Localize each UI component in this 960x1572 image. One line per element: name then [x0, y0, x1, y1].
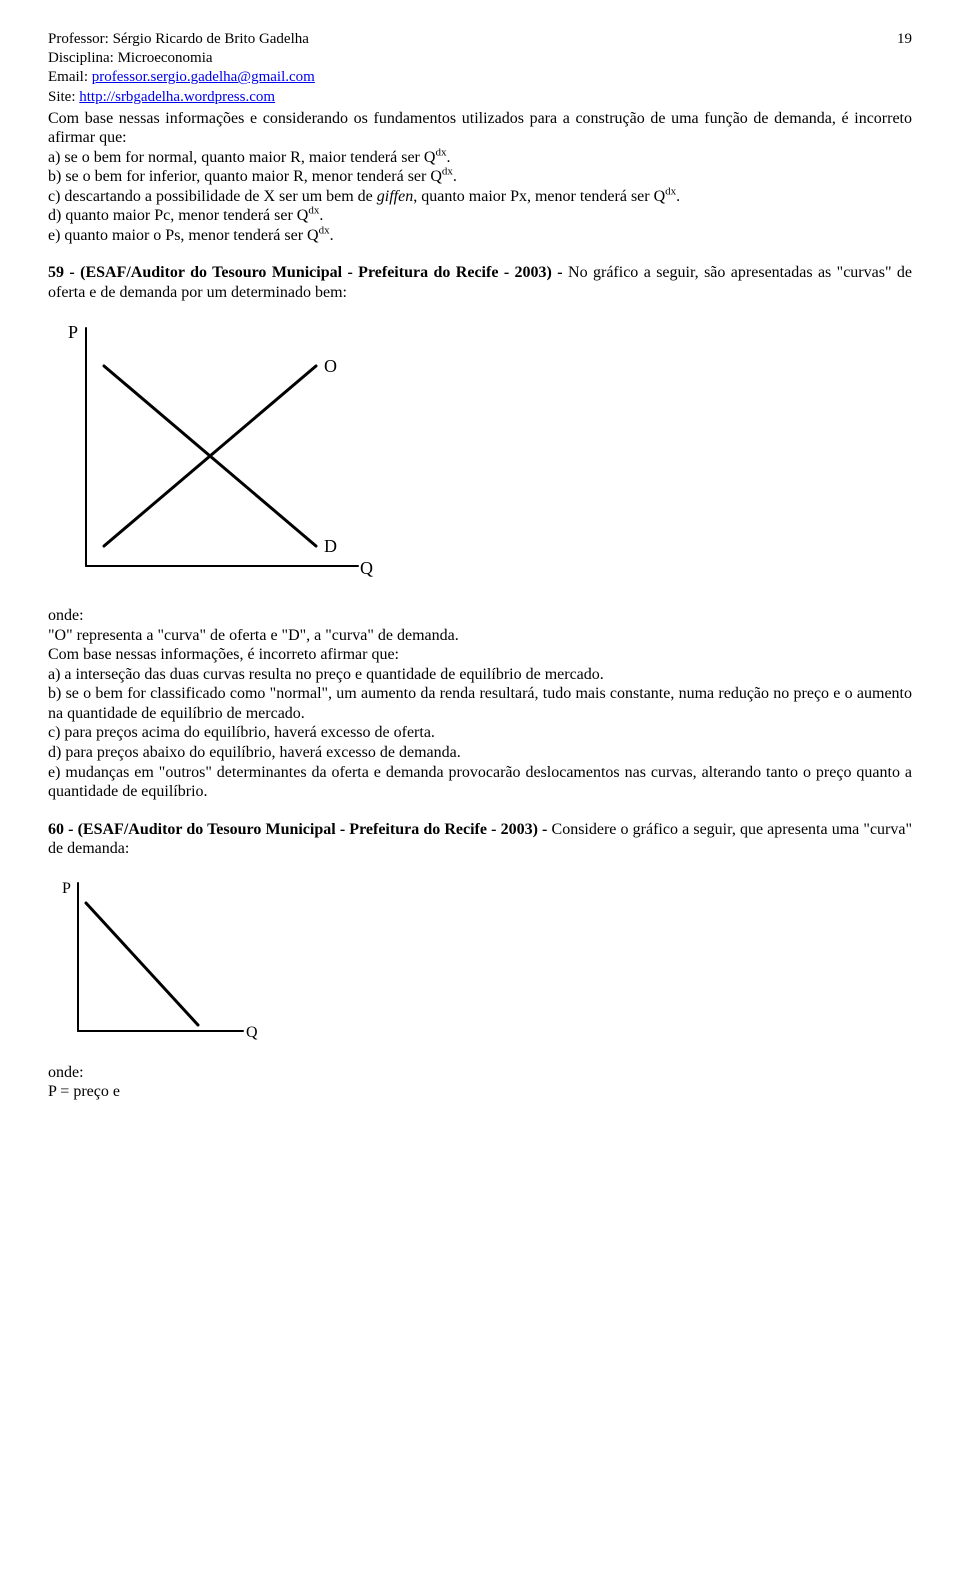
q60-lead: 60 - (ESAF/Auditor do Tesouro Municipal …: [48, 821, 552, 838]
intro-d: d) quanto maior Pc, menor tenderá ser Qd…: [48, 206, 912, 226]
intro-block: Com base nessas informações e consideran…: [48, 109, 912, 246]
intro-e-sup: dx: [319, 225, 330, 237]
intro-c-post: .: [676, 188, 680, 205]
intro-line: Com base nessas informações e consideran…: [48, 109, 912, 148]
intro-e-pre: e) quanto maior o Ps, menor tenderá ser …: [48, 227, 319, 244]
intro-c-mid: , quanto maior Px, menor tenderá ser Q: [413, 188, 665, 205]
intro-b-pre: b) se o bem for inferior, quanto maior R…: [48, 168, 442, 185]
q59-intro: 59 - (ESAF/Auditor do Tesouro Municipal …: [48, 263, 912, 302]
intro-b: b) se o bem for inferior, quanto maior R…: [48, 167, 912, 187]
svg-text:P: P: [62, 880, 71, 897]
svg-text:O: O: [324, 356, 337, 376]
document-header: 19 Professor: Sérgio Ricardo de Brito Ga…: [48, 30, 912, 107]
supply-demand-chart: P Q O D: [48, 316, 388, 596]
site-label: Site:: [48, 89, 79, 105]
site-link[interactable]: http://srbgadelha.wordpress.com: [79, 89, 275, 105]
q60-intro: 60 - (ESAF/Auditor do Tesouro Municipal …: [48, 820, 912, 859]
q59-l1: "O" representa a "curva" de oferta e "D"…: [48, 626, 912, 646]
intro-d-post: .: [319, 207, 323, 224]
q59-c: c) para preços acima do equilíbrio, have…: [48, 723, 912, 743]
intro-a: a) se o bem for normal, quanto maior R, …: [48, 148, 912, 168]
intro-a-post: .: [446, 149, 450, 166]
intro-e-post: .: [330, 227, 334, 244]
page-number: 19: [897, 30, 912, 49]
intro-a-sup: dx: [435, 146, 446, 158]
intro-c-ital: giffen: [377, 188, 413, 205]
q59-a: a) a interseção das duas curvas resulta …: [48, 665, 912, 685]
q59-l2: Com base nessas informações, é incorreto…: [48, 645, 912, 665]
demand-chart: PQ: [48, 873, 268, 1053]
intro-e: e) quanto maior o Ps, menor tenderá ser …: [48, 226, 912, 246]
intro-c: c) descartando a possibilidade de X ser …: [48, 187, 912, 207]
intro-c-sup: dx: [665, 185, 676, 197]
intro-b-post: .: [453, 168, 457, 185]
svg-text:D: D: [324, 536, 337, 556]
q59-lead: 59 - (ESAF/Auditor do Tesouro Municipal …: [48, 264, 568, 281]
header-professor: Professor: Sérgio Ricardo de Brito Gadel…: [48, 30, 912, 49]
header-site: Site: http://srbgadelha.wordpress.com: [48, 88, 912, 107]
intro-d-pre: d) quanto maior Pc, menor tenderá ser Q: [48, 207, 308, 224]
header-disciplina: Disciplina: Microeconomia: [48, 49, 912, 68]
q60-l1: P = preço e: [48, 1082, 912, 1102]
q59-e: e) mudanças em "outros" determinantes da…: [48, 763, 912, 802]
question-59: 59 - (ESAF/Auditor do Tesouro Municipal …: [48, 263, 912, 801]
q59-d: d) para preços abaixo do equilíbrio, hav…: [48, 743, 912, 763]
intro-d-sup: dx: [308, 205, 319, 217]
svg-text:Q: Q: [360, 558, 373, 578]
q60-chart: PQ: [48, 873, 912, 1053]
email-link[interactable]: professor.sergio.gadelha@gmail.com: [92, 69, 315, 85]
svg-text:Q: Q: [246, 1024, 258, 1041]
intro-a-pre: a) se o bem for normal, quanto maior R, …: [48, 149, 435, 166]
q59-onde: onde:: [48, 606, 912, 626]
header-email: Email: professor.sergio.gadelha@gmail.co…: [48, 68, 912, 87]
question-60: 60 - (ESAF/Auditor do Tesouro Municipal …: [48, 820, 912, 1102]
intro-c-pre: c) descartando a possibilidade de X ser …: [48, 188, 377, 205]
q59-chart: P Q O D: [48, 316, 912, 596]
intro-b-sup: dx: [442, 166, 453, 178]
q60-onde: onde:: [48, 1063, 912, 1083]
q59-b: b) se o bem for classificado como "norma…: [48, 684, 912, 723]
email-label: Email:: [48, 69, 92, 85]
svg-text:P: P: [68, 322, 78, 342]
